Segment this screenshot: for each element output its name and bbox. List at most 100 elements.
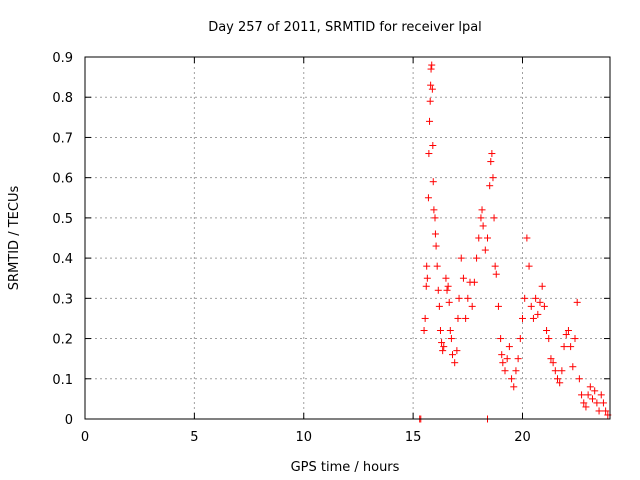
data-point (571, 335, 579, 343)
data-point (591, 387, 599, 395)
data-point (529, 314, 537, 322)
data-point (595, 407, 603, 415)
data-point (428, 61, 436, 69)
data-point (564, 327, 572, 335)
data-point (549, 359, 557, 367)
data-point (503, 355, 511, 363)
x-axis-label: GPS time / hours (291, 460, 400, 475)
data-point (512, 367, 520, 375)
data-point (597, 391, 605, 399)
data-point (442, 274, 450, 282)
data-point (468, 302, 476, 310)
data-point (470, 278, 478, 286)
data-point (521, 294, 529, 302)
data-point (434, 286, 442, 294)
y-tick-label: 0.1 (52, 373, 73, 388)
data-point (424, 194, 432, 202)
data-point (510, 383, 518, 391)
data-point (446, 327, 454, 335)
y-tick-label: 0.2 (52, 333, 73, 348)
data-point (534, 310, 542, 318)
data-point (578, 391, 586, 399)
grid-layer (85, 57, 610, 419)
x-tick-label: 20 (514, 430, 531, 445)
x-tick-label: 0 (81, 430, 89, 445)
data-point (436, 327, 444, 335)
data-point (536, 298, 544, 306)
data-point (567, 343, 575, 351)
data-point (490, 214, 498, 222)
data-point (426, 117, 434, 125)
data-point (492, 270, 500, 278)
data-point (584, 391, 592, 399)
points-layer (416, 61, 612, 423)
data-point (519, 314, 526, 322)
data-point (551, 367, 559, 375)
data-point (558, 367, 566, 375)
data-point (421, 314, 429, 322)
data-point (478, 206, 486, 214)
y-tick-label: 0.3 (52, 292, 73, 307)
data-point (455, 294, 463, 302)
y-axis-label: SRMTID / TECUs (7, 186, 22, 291)
data-point (427, 65, 435, 73)
y-tick-label: 0.7 (52, 131, 73, 146)
data-point (479, 222, 487, 230)
data-point (516, 335, 524, 343)
data-point (425, 150, 433, 158)
data-point (462, 314, 470, 322)
data-point (422, 282, 430, 290)
data-point (427, 81, 435, 89)
data-point (447, 335, 455, 343)
data-point (573, 298, 581, 306)
data-point (477, 214, 485, 222)
data-point (508, 375, 516, 383)
data-point (443, 286, 451, 294)
data-point (444, 282, 452, 290)
data-point (435, 302, 443, 310)
data-point (449, 351, 456, 359)
data-point (440, 343, 448, 351)
data-point (525, 262, 533, 270)
data-point (484, 234, 491, 242)
data-point (593, 399, 601, 407)
data-point (582, 403, 590, 411)
data-point (499, 359, 507, 367)
data-point (489, 174, 497, 182)
data-point (523, 234, 531, 242)
data-point (514, 355, 522, 363)
x-tick-label: 10 (295, 430, 312, 445)
y-tick-label: 0.9 (52, 51, 73, 66)
data-point (433, 262, 441, 270)
data-point (481, 246, 489, 254)
x-tick-label: 15 (405, 430, 422, 445)
data-point (438, 339, 446, 347)
data-point (538, 282, 546, 290)
plot-frame (84, 56, 611, 420)
data-point (505, 343, 513, 351)
data-point (423, 274, 431, 282)
y-tick-label: 0.8 (52, 91, 73, 106)
data-point (580, 399, 588, 407)
y-tick-label: 0 (65, 413, 73, 428)
y-tick-label: 0.6 (52, 172, 73, 187)
data-point (459, 274, 467, 282)
data-point (491, 262, 499, 270)
data-point (527, 302, 535, 310)
data-point (488, 150, 496, 158)
data-point (464, 294, 472, 302)
y-tick-label: 0.4 (52, 252, 73, 267)
data-point (426, 97, 434, 105)
data-point (497, 335, 505, 343)
data-point (420, 327, 428, 335)
data-point (556, 379, 564, 387)
data-point (498, 351, 506, 359)
data-point (599, 399, 607, 407)
data-point (487, 158, 495, 166)
data-point (428, 85, 436, 93)
data-point (602, 407, 610, 415)
data-point (562, 331, 570, 339)
ticks-layer: 0 5 10 15 20 0 0.1 0.2 0.3 0.4 0.5 0.6 0.7 0.8 0.9 (52, 51, 610, 445)
data-point (575, 375, 583, 383)
